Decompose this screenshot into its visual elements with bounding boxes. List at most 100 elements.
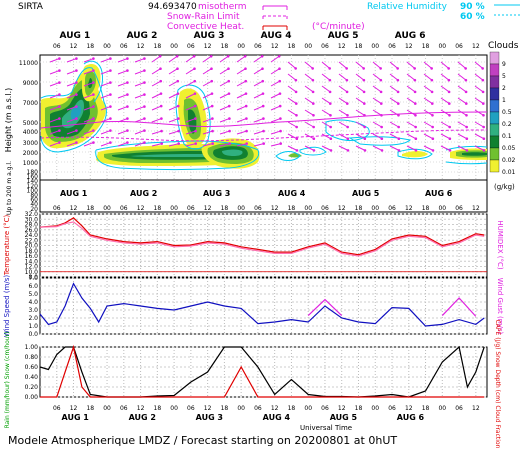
wind-arrow-head: [294, 78, 298, 82]
colorbar-swatch: [489, 147, 500, 161]
wind-arrow-head: [346, 113, 349, 117]
top-hour-tick: 00: [237, 43, 245, 50]
precip-tick-label: 0.80: [25, 354, 39, 361]
wind-arrow-head: [75, 141, 78, 144]
wind-arrow: [287, 133, 298, 140]
wind-arrow-head: [143, 129, 146, 132]
cape-axis-label: CAPE (J/g) Snow Depth (cm) Cloud Fractio…: [494, 320, 501, 449]
wind-arrow: [338, 145, 349, 151]
wind-arrow-head: [210, 92, 214, 95]
wind-arrow-head: [379, 78, 383, 82]
lower-hour-tick: 06: [388, 205, 396, 212]
wind-arrow-head: [413, 67, 416, 70]
wind-arrow-head: [294, 67, 297, 70]
day-label-top: AUG 5: [328, 31, 359, 41]
wind-arrow-head: [109, 57, 112, 60]
top-time-axis: AUG 1 AUG 2 AUG 3 AUG 4 AUG 5 AUG 6 06 12 18 00 06…: [53, 31, 480, 50]
wind-arrow: [236, 68, 246, 75]
bottom-hour-tick: 06: [321, 405, 329, 412]
top-hour-tick: 12: [271, 43, 279, 50]
top-hour-tick: 12: [472, 43, 480, 50]
lower-hour-tick: 06: [254, 205, 262, 212]
humidex-axis-label: HUMIDEX (°C): [496, 220, 504, 269]
wind-arrow: [49, 82, 60, 87]
wind-arrow-head: [75, 129, 78, 132]
wind-arrow-head: [228, 117, 231, 120]
wind-arrow: [304, 121, 314, 128]
wind-arrow: [406, 85, 416, 93]
bottom-hour-tick: 06: [388, 405, 396, 412]
wind-arrow: [236, 105, 247, 111]
wind-arrow: [457, 61, 466, 69]
wind-arrow-head: [262, 117, 265, 120]
wind-arrow: [49, 118, 60, 123]
wind-arrow-head: [362, 78, 366, 82]
day-label-top: AUG 1: [60, 31, 91, 41]
wind-arrow-head: [244, 92, 248, 95]
wind-arrow-head: [413, 90, 417, 94]
wind-arrow-head: [194, 129, 197, 133]
cloud-shapes: [41, 64, 487, 169]
bottom-hour-tick: 00: [371, 405, 379, 412]
wind-arrow-head: [277, 54, 281, 58]
wind-arrow-head: [380, 137, 384, 140]
wind-arrow: [236, 55, 246, 63]
wind-arrow: [440, 109, 450, 116]
wind-arrow-head: [328, 90, 332, 94]
wind-arrow-head: [396, 78, 400, 82]
lower-height-tick-label: 140: [27, 178, 39, 185]
lower-height-tick-label: 60: [30, 197, 38, 204]
universal-time-label: Universal Time: [300, 424, 352, 432]
colorbar-level: 0.5: [502, 109, 512, 116]
wind-arrow-head: [176, 79, 180, 83]
wind-arrow: [83, 130, 94, 135]
wind-arrow-head: [362, 67, 365, 70]
colorbar-swatch: [489, 123, 500, 137]
wind-arrow-head: [143, 69, 146, 72]
height-tick-label: 4000: [23, 129, 38, 136]
height-tick-label: 1000: [23, 160, 38, 167]
precip-tick-label: 0.00: [25, 394, 39, 401]
wind-arrow: [355, 121, 365, 128]
wind-arrow: [440, 85, 450, 93]
wind-arrow-head: [294, 90, 298, 94]
top-hour-tick: 06: [187, 43, 195, 50]
colorbar-level: 0.02: [502, 157, 516, 164]
wind-arrow: [389, 61, 398, 69]
precip-tick-label: 0.40: [25, 374, 39, 381]
wind-arrow-head: [362, 102, 366, 105]
lower-hour-tick: 12: [338, 205, 346, 212]
wind-arrow: [372, 121, 382, 128]
wind-arrow: [338, 97, 348, 105]
wind-arrow: [338, 61, 347, 69]
wind-arrow-head: [261, 92, 265, 95]
wind-arrow-head: [447, 90, 451, 94]
wind-arrow-head: [92, 57, 95, 60]
lower-hour-tick: 12: [204, 205, 212, 212]
wind-arrow-head: [92, 141, 95, 144]
wind-arrow-head: [126, 69, 129, 72]
bottom-hour-tick: 12: [338, 405, 346, 412]
wind-arrow: [253, 143, 264, 147]
lower-hour-tick: 18: [86, 205, 94, 212]
wind-arrow: [406, 133, 417, 140]
wind-arrow-head: [345, 78, 349, 82]
bottom-hour-tick: 12: [137, 405, 145, 412]
wind-arrow-head: [482, 137, 486, 140]
day-label-lower-6: AUG 6: [425, 189, 453, 198]
lower-hour-tick: 12: [70, 205, 78, 212]
wind-arrow-head: [448, 137, 452, 140]
wind-arrow: [134, 118, 145, 123]
wind-arrow-head: [109, 129, 112, 132]
colorbar-swatch: [489, 135, 500, 149]
wind-arrow: [457, 73, 467, 81]
precip-tick-label: 0.60: [25, 364, 39, 371]
lower-hour-tick: 00: [237, 205, 245, 212]
wind-arrow: [49, 58, 60, 63]
wind-arrow-head: [92, 105, 95, 108]
temperature-tick-label: 20.0: [25, 243, 39, 250]
lower-hour-tick: 06: [120, 205, 128, 212]
wind-speed-axis-label: Wind Speed (m/s): [3, 275, 11, 338]
wind-arrow-head: [175, 54, 179, 58]
wind-arrow-head: [261, 104, 265, 108]
